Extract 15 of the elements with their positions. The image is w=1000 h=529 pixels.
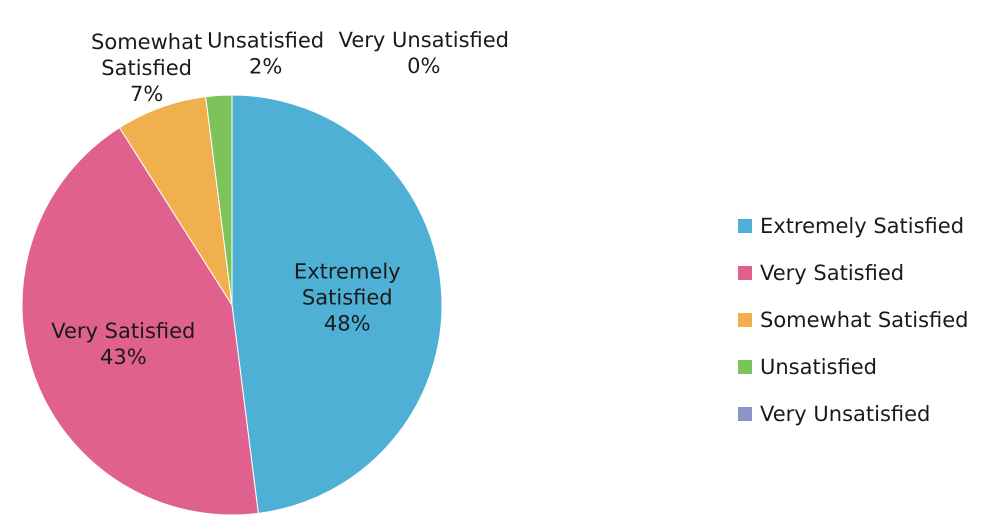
data-label: 48% bbox=[324, 312, 371, 336]
slice-label: Unsatisfied bbox=[207, 28, 324, 52]
data-label: 43% bbox=[100, 345, 147, 370]
slice-label: Somewhat Satisfied bbox=[91, 30, 202, 80]
category-label: Very Unsatisfied bbox=[338, 28, 510, 52]
legend-label: Unsatisfied bbox=[760, 355, 877, 379]
text: 0% bbox=[407, 54, 440, 78]
legend-label: Somewhat Satisfied bbox=[760, 308, 969, 332]
data-label: 2% bbox=[248, 54, 282, 78]
legend-label: Very Unsatisfied bbox=[760, 402, 930, 426]
data-label: 7% bbox=[130, 82, 164, 106]
legend-label: Extremely Satisfied bbox=[760, 214, 964, 238]
legend-label: Very Satisfied bbox=[760, 261, 904, 285]
slice-label: Extremely Satisfied bbox=[294, 260, 401, 310]
slice-label: Very Satisfied bbox=[51, 319, 196, 344]
